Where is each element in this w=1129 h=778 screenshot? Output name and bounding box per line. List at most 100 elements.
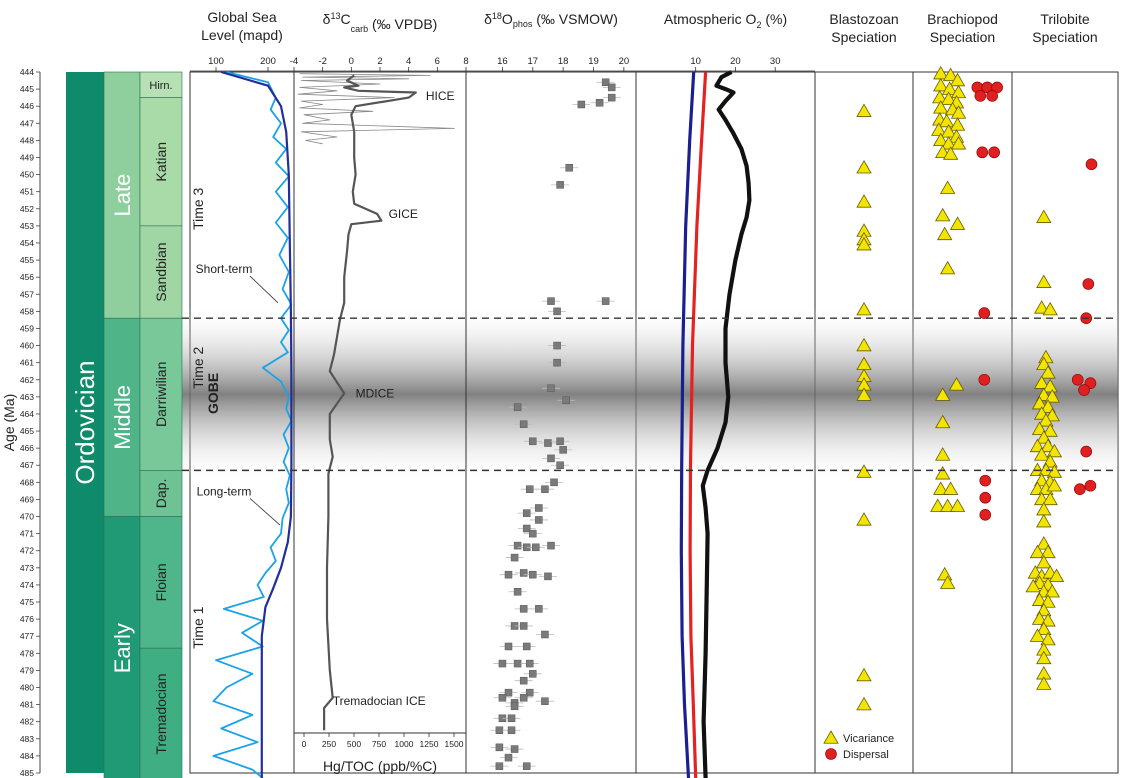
hg-toc-tick-label: 1500 <box>445 739 464 749</box>
d18o-point <box>513 659 522 668</box>
sea-tick-label: 200 <box>260 56 276 67</box>
y-tick-label: 473 <box>20 563 34 573</box>
brach-vicariance-point <box>933 132 949 147</box>
trilo-vicariance-point <box>1042 491 1058 506</box>
annotation-short-term: Short-term <box>196 262 253 276</box>
brach-dispersal-point <box>976 146 989 159</box>
y-tick-label: 476 <box>20 614 34 624</box>
blasto-vicariance-point <box>856 464 872 478</box>
brach-vicariance-point <box>949 216 966 230</box>
y-tick-label: 452 <box>20 204 34 214</box>
d18o-point <box>535 516 543 524</box>
d13c-tick-label: 0 <box>349 56 354 67</box>
d18o-point <box>519 605 528 613</box>
d18o-point <box>519 420 528 428</box>
d18o-point <box>519 622 528 630</box>
o2-tick-label: 30 <box>770 56 781 67</box>
blasto-vicariance-point <box>856 103 872 117</box>
title-part: 13 <box>330 11 340 21</box>
y-tick-label: 447 <box>20 118 34 128</box>
d18o-point <box>595 99 604 107</box>
o2-tick-label: 10 <box>690 56 701 67</box>
d18o-point <box>601 297 610 305</box>
d18o-point <box>544 439 552 447</box>
chart-title-trilo: Speciation <box>1032 29 1097 45</box>
hg-toc-axis-label: Hg/TOC (ppb/%C) <box>323 758 437 774</box>
trilo-vicariance-point <box>1033 300 1050 314</box>
hg-toc-line <box>297 73 455 145</box>
title-part: O <box>502 11 513 27</box>
brach-vicariance-point <box>942 146 959 160</box>
sea-level-long-term-line <box>220 70 293 778</box>
trilo-dispersal-point <box>1078 384 1090 396</box>
d18o-point <box>522 642 531 651</box>
d18o-point <box>507 714 516 723</box>
title-part: Atmospheric O <box>664 11 757 27</box>
trilo-vicariance-point <box>1031 592 1048 606</box>
annotation-d13c: MDICE <box>356 386 395 400</box>
brach-dispersal-point <box>979 509 992 521</box>
stage-label: Dap. <box>153 479 169 509</box>
y-tick-label: 466 <box>20 443 34 453</box>
brach-vicariance-point <box>933 100 949 114</box>
y-tick-label: 457 <box>20 289 34 299</box>
o2-blue-line <box>679 71 696 778</box>
blasto-vicariance-point <box>856 159 872 174</box>
y-tick-label: 458 <box>20 306 34 316</box>
o2-red-line <box>688 71 708 778</box>
chart-title-d18o: δ18Ophos (‰ VSMOW) <box>484 11 618 29</box>
trilo-dispersal-point <box>1074 483 1086 495</box>
d18o-point <box>495 743 504 752</box>
chart-title-blasto: Speciation <box>831 29 896 45</box>
trilo-vicariance-point <box>1038 462 1054 477</box>
annotation-d13c: GICE <box>389 207 418 221</box>
title-part: C <box>340 11 350 27</box>
blasto-vicariance-point <box>856 337 872 352</box>
annotation-d13c: HICE <box>426 89 455 103</box>
d18o-point <box>532 543 540 552</box>
d18o-point <box>519 694 528 702</box>
trilo-vicariance-point <box>1042 423 1058 437</box>
legend-dispersal-marker <box>825 748 837 760</box>
annotation-long-term: Long-term <box>197 484 252 498</box>
d13c-hice-line <box>343 74 417 132</box>
trilo-dispersal-point <box>1080 445 1092 458</box>
d18o-point <box>510 745 519 753</box>
brach-vicariance-point <box>938 113 955 128</box>
brach-dispersal-point <box>979 474 992 487</box>
chart-title-trilo: Trilobite <box>1040 11 1089 27</box>
o2-tick-label: 20 <box>730 56 741 67</box>
d18o-point <box>504 570 513 579</box>
brach-vicariance-point <box>935 447 951 461</box>
gobe-label: GOBE <box>205 373 221 414</box>
d18o-point <box>601 78 610 87</box>
d18o-point <box>507 726 516 735</box>
trilo-vicariance-point <box>1046 477 1063 492</box>
blasto-vicariance-point <box>856 301 872 316</box>
d18o-point <box>495 762 504 770</box>
d18o-point <box>510 553 519 562</box>
time-label: Time 3 <box>190 187 206 229</box>
stage-label: Katian <box>153 142 169 182</box>
system-box <box>66 72 104 773</box>
brach-vicariance-point <box>942 481 959 495</box>
d18o-point <box>541 485 549 493</box>
trilo-dispersal-point <box>1082 278 1095 290</box>
y-tick-label: 469 <box>20 494 34 504</box>
y-tick-label: 451 <box>20 187 34 197</box>
legend-vicariance-marker <box>823 730 839 744</box>
trilo-dispersal-point <box>1071 373 1084 386</box>
brach-dispersal-point <box>974 90 987 102</box>
d18o-point <box>547 454 555 463</box>
brach-vicariance-point <box>949 72 966 87</box>
stage-label: Hirn. <box>149 80 172 92</box>
d18o-point <box>522 524 531 533</box>
trilo-vicariance-point <box>1044 389 1060 403</box>
chart-title-brach: Brachiopod <box>927 11 998 27</box>
sea-tick-label: 100 <box>208 56 224 67</box>
chart-title-o2: Atmospheric O2 (%) <box>664 11 787 30</box>
trilo-vicariance-point <box>1044 583 1060 598</box>
trilo-vicariance-point <box>1040 365 1056 379</box>
trilo-vicariance-point <box>1031 611 1048 625</box>
